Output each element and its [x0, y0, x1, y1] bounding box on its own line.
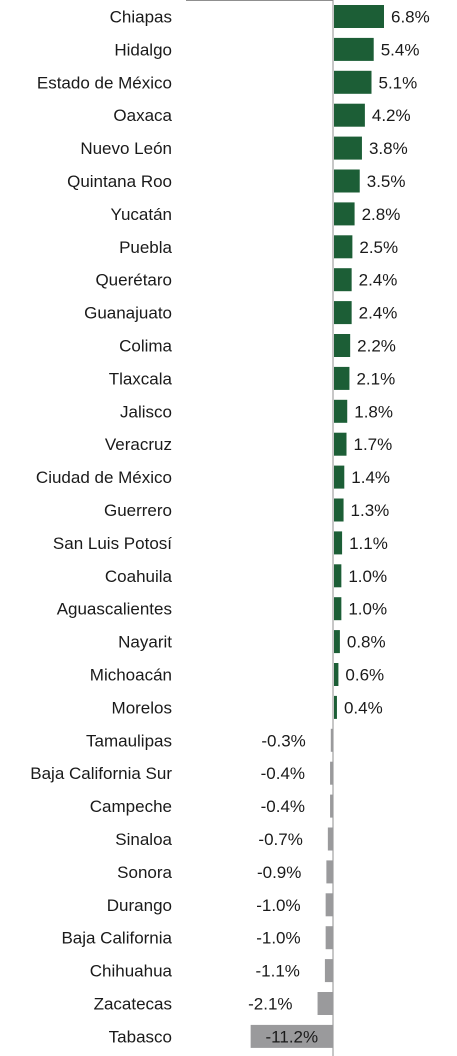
category-label: Chiapas	[110, 8, 172, 27]
data-label: -0.3%	[261, 731, 305, 750]
bar	[327, 827, 333, 851]
bar	[334, 202, 355, 226]
category-label: Jalisco	[120, 402, 172, 421]
data-label: 2.4%	[359, 271, 398, 290]
bar	[334, 432, 347, 456]
data-label: 3.5%	[367, 172, 406, 191]
bar	[325, 893, 333, 917]
category-label: Tabasco	[109, 1027, 172, 1046]
data-label: 1.3%	[351, 501, 390, 520]
data-label: -1.0%	[256, 929, 300, 948]
bar	[334, 334, 351, 357]
category-label: Nayarit	[118, 633, 172, 652]
bar	[334, 465, 345, 489]
bar	[334, 136, 362, 160]
category-label: Campeche	[90, 797, 172, 816]
data-label: 1.1%	[349, 534, 388, 553]
bar	[334, 498, 344, 522]
data-label: 2.8%	[362, 205, 401, 224]
category-label: Sonora	[117, 863, 172, 882]
bar	[324, 959, 333, 983]
category-label: Chihuahua	[90, 962, 173, 981]
category-label: Guanajuato	[84, 304, 172, 323]
category-label: Coahuila	[105, 567, 173, 586]
data-label: 4.2%	[372, 106, 411, 125]
category-label: Michoacán	[90, 666, 172, 685]
bar	[334, 695, 337, 719]
category-label: Durango	[107, 896, 172, 915]
bar	[334, 268, 352, 292]
data-label: 3.8%	[369, 139, 408, 158]
data-label: 2.1%	[356, 369, 395, 388]
data-label: -1.0%	[256, 896, 300, 915]
data-label: 0.4%	[344, 698, 383, 717]
data-label: 2.5%	[359, 238, 398, 257]
data-label: 0.8%	[347, 633, 386, 652]
data-label: -0.4%	[261, 797, 305, 816]
category-label: Tlaxcala	[109, 369, 173, 388]
bar	[334, 103, 365, 127]
bar	[334, 235, 353, 259]
data-label: -0.4%	[261, 764, 305, 783]
category-label: Sinaloa	[115, 830, 172, 849]
bar	[334, 301, 352, 325]
data-label: 1.4%	[351, 468, 390, 487]
category-label: Nuevo León	[80, 139, 172, 158]
bar	[330, 794, 333, 818]
category-label: Quintana Roo	[67, 172, 172, 191]
bar	[325, 926, 333, 950]
bar	[334, 630, 340, 654]
data-label: -0.7%	[258, 830, 302, 849]
category-label: Oaxaca	[113, 106, 172, 125]
category-label: Colima	[119, 337, 172, 356]
category-label: Hidalgo	[114, 40, 172, 59]
category-label: Estado de México	[37, 73, 172, 92]
data-label: 0.6%	[345, 666, 384, 685]
data-label: 6.8%	[391, 8, 430, 27]
data-label: 2.2%	[357, 337, 396, 356]
data-label: -2.1%	[248, 995, 292, 1014]
category-label: Zacatecas	[94, 995, 172, 1014]
category-label: San Luis Potosí	[53, 534, 172, 553]
category-label: Baja California Sur	[30, 764, 172, 783]
data-label: -1.1%	[255, 962, 299, 981]
data-label: 1.7%	[354, 435, 393, 454]
bar	[334, 564, 342, 588]
category-label: Ciudad de México	[36, 468, 172, 487]
data-label: -11.2%	[266, 1027, 319, 1046]
category-label: Morelos	[112, 698, 172, 717]
category-label: Puebla	[119, 238, 172, 257]
category-label: Tamaulipas	[86, 731, 172, 750]
bar	[317, 992, 333, 1015]
data-label: 2.4%	[359, 304, 398, 323]
bar	[330, 761, 333, 785]
bar	[334, 70, 372, 94]
data-label: 5.1%	[379, 73, 418, 92]
bar	[334, 366, 350, 390]
bar	[334, 531, 343, 555]
data-label: -0.9%	[257, 863, 301, 882]
category-label: Guerrero	[104, 501, 172, 520]
category-label: Querétaro	[95, 271, 172, 290]
data-label: 1.8%	[354, 402, 393, 421]
bar	[334, 37, 374, 61]
bar	[334, 169, 360, 193]
bar	[326, 860, 333, 884]
data-label: 5.4%	[381, 40, 420, 59]
data-label: 1.0%	[348, 567, 387, 586]
category-label: Veracruz	[105, 435, 172, 454]
category-label: Aguascalientes	[57, 600, 172, 619]
bar	[330, 728, 333, 752]
category-label: Baja California	[61, 929, 172, 948]
category-label: Yucatán	[111, 205, 172, 224]
bar	[334, 597, 342, 621]
bar	[334, 399, 348, 423]
bar	[334, 663, 339, 686]
bar	[334, 5, 384, 28]
bar	[250, 1024, 333, 1048]
data-label: 1.0%	[348, 600, 387, 619]
